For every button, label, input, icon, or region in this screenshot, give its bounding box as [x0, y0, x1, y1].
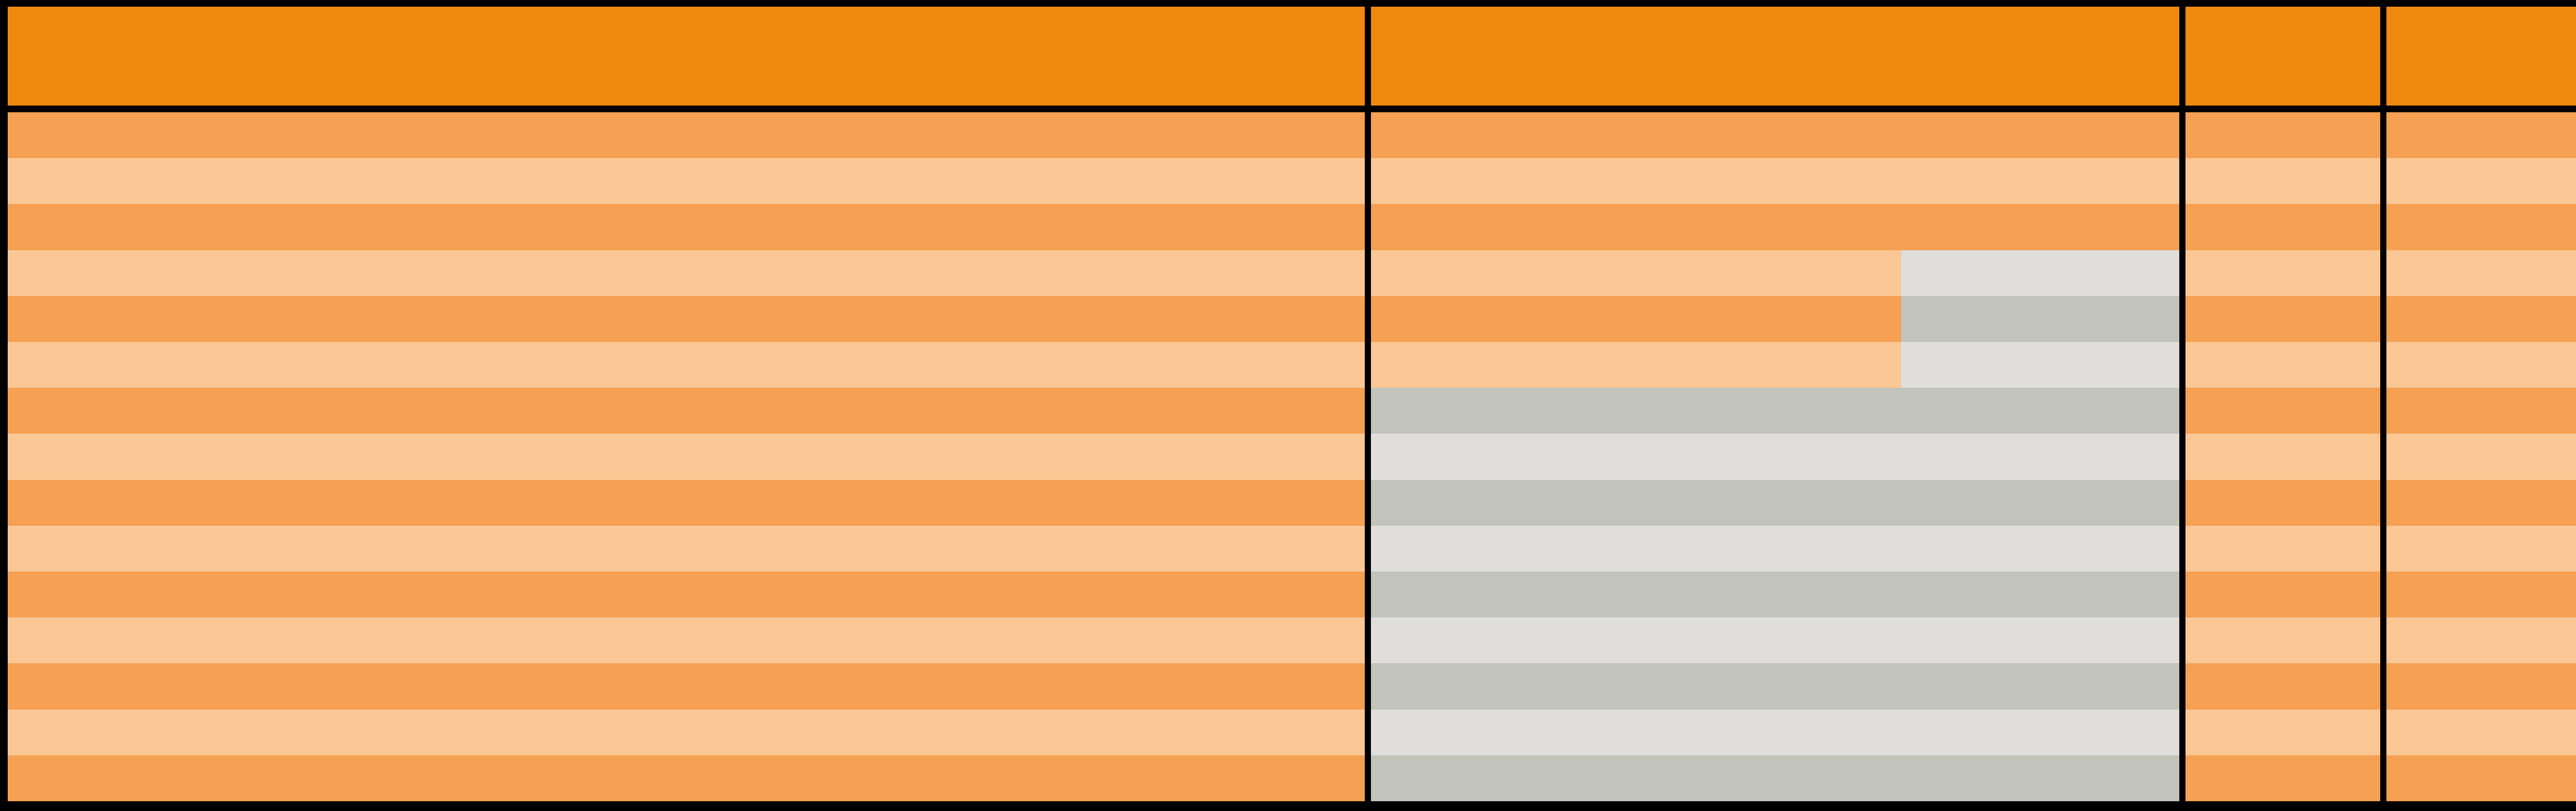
cell-r4-c4[interactable]	[2386, 250, 2576, 296]
cell-r2-c4[interactable]	[2386, 158, 2576, 204]
cell-r6-c1[interactable]	[8, 342, 1365, 388]
cell-r15-c1[interactable]	[8, 755, 1365, 801]
header-cell-c4[interactable]	[2386, 7, 2576, 106]
cell-r13-c3[interactable]	[2185, 663, 2380, 710]
cell-r13-c2[interactable]	[1371, 663, 2179, 710]
cell-r5-c1[interactable]	[8, 296, 1365, 342]
cell-r6-c3[interactable]	[2185, 342, 2380, 388]
cell-r4-c3[interactable]	[2185, 250, 2380, 296]
cell-r14-c2[interactable]	[1371, 710, 2179, 755]
cell-r11-c2[interactable]	[1371, 572, 2179, 617]
cell-r3-c3[interactable]	[2185, 204, 2380, 250]
header-cell-c3[interactable]	[2185, 7, 2380, 106]
cell-r13-c1[interactable]	[8, 663, 1365, 710]
cell-r1-c1[interactable]	[8, 112, 1365, 158]
cell-r11-c3[interactable]	[2185, 572, 2380, 617]
cell-r9-c3[interactable]	[2185, 480, 2380, 526]
cell-r10-c2[interactable]	[1371, 526, 2179, 572]
cell-r1-c4[interactable]	[2386, 112, 2576, 158]
cell-r14-c1[interactable]	[8, 710, 1365, 755]
cell-r2-c2[interactable]	[1371, 158, 2179, 204]
cell-r10-c1[interactable]	[8, 526, 1365, 572]
cell-r14-c4[interactable]	[2386, 710, 2576, 755]
cell-r3-c4[interactable]	[2386, 204, 2576, 250]
cell-r10-c3[interactable]	[2185, 526, 2380, 572]
cell-r12-c1[interactable]	[8, 617, 1365, 663]
cell-r8-c3[interactable]	[2185, 434, 2380, 480]
cell-r11-c4[interactable]	[2386, 572, 2576, 617]
cell-r15-c4[interactable]	[2386, 755, 2576, 801]
cell-r9-c4[interactable]	[2386, 480, 2576, 526]
cell-r8-c1[interactable]	[8, 434, 1365, 480]
cell-r7-c3[interactable]	[2185, 388, 2380, 434]
cell-r7-c4[interactable]	[2386, 388, 2576, 434]
cell-r12-c3[interactable]	[2185, 617, 2380, 663]
cell-r15-c3[interactable]	[2185, 755, 2380, 801]
cell-r7-c2[interactable]	[1371, 388, 2179, 434]
cell-r4-c2[interactable]	[1371, 250, 2179, 296]
cell-r9-c2[interactable]	[1371, 480, 2179, 526]
cell-r9-c1[interactable]	[8, 480, 1365, 526]
cell-r3-c2[interactable]	[1371, 204, 2179, 250]
cell-r1-c2[interactable]	[1371, 112, 2179, 158]
cell-r6-c4[interactable]	[2386, 342, 2576, 388]
cell-r11-c1[interactable]	[8, 572, 1365, 617]
cell-r5-c3[interactable]	[2185, 296, 2380, 342]
cell-r14-c3[interactable]	[2185, 710, 2380, 755]
header-cell-c1[interactable]	[8, 7, 1365, 106]
cell-r12-c2[interactable]	[1371, 617, 2179, 663]
cell-r12-c4[interactable]	[2386, 617, 2576, 663]
cell-r10-c4[interactable]	[2386, 526, 2576, 572]
cell-r8-c4[interactable]	[2386, 434, 2576, 480]
cell-r8-c2[interactable]	[1371, 434, 2179, 480]
cell-r6-c2[interactable]	[1371, 342, 2179, 388]
cell-r13-c4[interactable]	[2386, 663, 2576, 710]
header-cell-c2[interactable]	[1371, 7, 2179, 106]
cell-r3-c1[interactable]	[8, 204, 1365, 250]
cell-r2-c3[interactable]	[2185, 158, 2380, 204]
cell-r4-c1[interactable]	[8, 250, 1365, 296]
cell-r7-c1[interactable]	[8, 388, 1365, 434]
cell-r1-c3[interactable]	[2185, 112, 2380, 158]
cell-r5-c2[interactable]	[1371, 296, 2179, 342]
cell-r2-c1[interactable]	[8, 158, 1365, 204]
cell-r15-c2[interactable]	[1371, 755, 2179, 801]
cell-r5-c4[interactable]	[2386, 296, 2576, 342]
